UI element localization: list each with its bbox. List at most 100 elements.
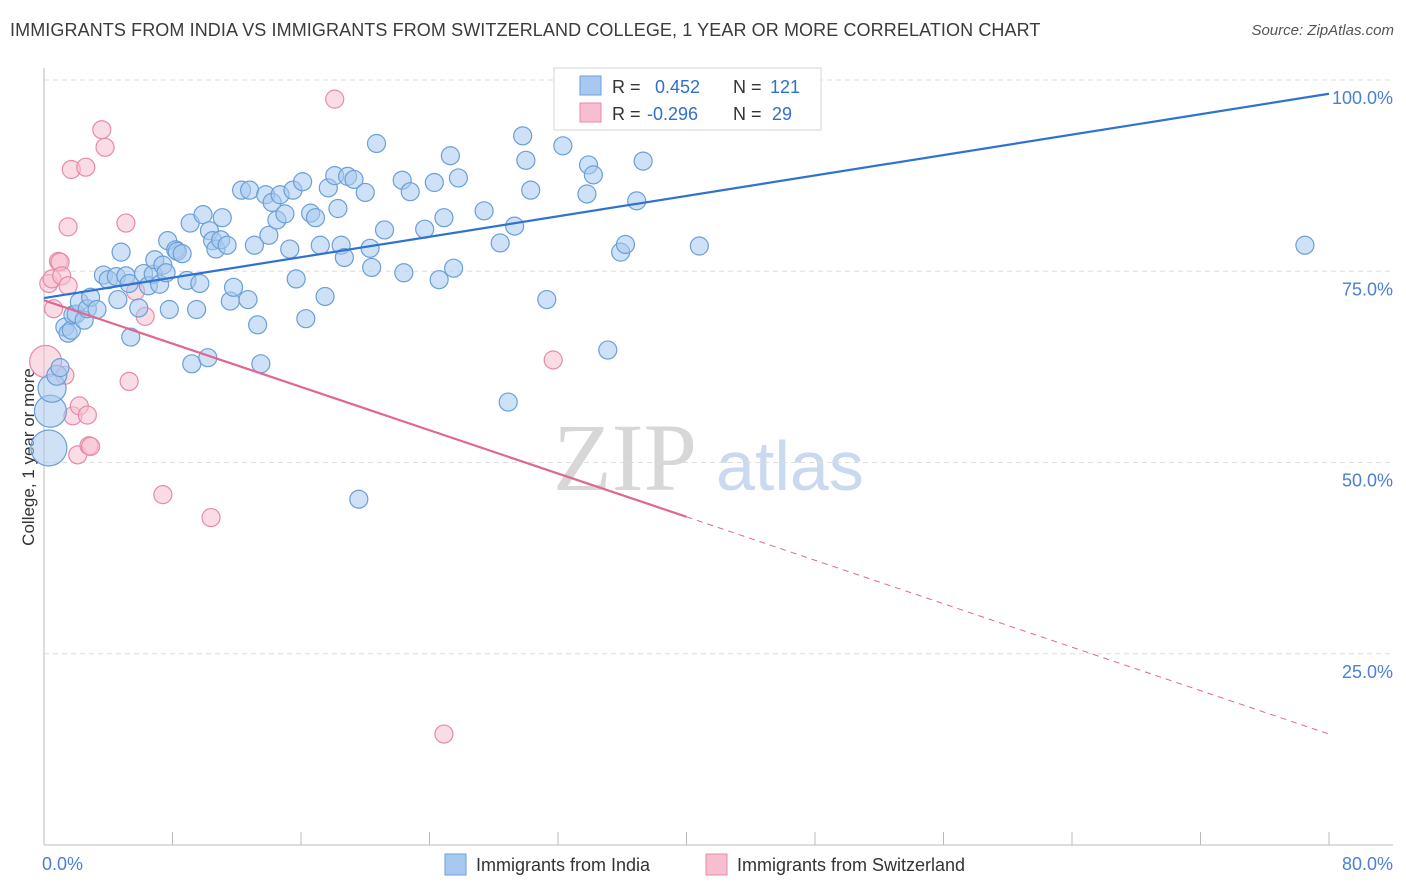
india-point-54	[244, 235, 265, 255]
swiss-point-17	[92, 120, 112, 140]
trend-lines	[43, 92, 1330, 735]
india-point-101	[521, 180, 541, 200]
india-point-103	[553, 136, 573, 156]
india-trend-line	[43, 92, 1330, 300]
y-tick-labels: 100.0% 75.0% 50.0% 25.0%	[1332, 88, 1393, 682]
india-point-55	[248, 315, 268, 335]
india-point-100	[516, 150, 536, 170]
india-point-66	[293, 172, 313, 192]
india-point-58	[259, 225, 279, 245]
x-tick-label-min: 0.0%	[42, 854, 83, 874]
india-point-92	[440, 146, 460, 166]
x-ticks	[172, 832, 1330, 845]
y-tick-label-75: 75.0%	[1342, 279, 1393, 299]
india-point-95	[474, 201, 494, 221]
india-point-80	[355, 182, 375, 203]
india-point-74	[328, 198, 348, 219]
legend-r-label-swiss: R =	[612, 104, 641, 124]
legend-n-label-india: N =	[733, 77, 762, 97]
watermark-zip: ZIP	[553, 404, 697, 511]
india-point-40	[190, 273, 210, 294]
india-point-65	[286, 269, 306, 289]
india-point-91	[434, 208, 454, 228]
india-point-97	[498, 392, 518, 412]
bottom-legend-label-swiss: Immigrants from Switzerland	[737, 855, 965, 875]
x-tick-label-max: 80.0%	[1342, 854, 1393, 874]
india-point-50	[223, 277, 244, 297]
india-point-87	[400, 182, 420, 202]
swiss-point-26	[434, 724, 454, 744]
india-point-89	[424, 172, 444, 193]
india-point-76	[334, 247, 354, 268]
india-point-104	[577, 184, 597, 204]
india-point-41	[193, 205, 213, 225]
chart-title: IMMIGRANTS FROM INDIA VS IMMIGRANTS FROM…	[10, 20, 1041, 40]
india-point-106	[583, 165, 603, 185]
india-point-82	[362, 257, 382, 278]
india-point-0	[30, 429, 68, 467]
stats-legend: R = 0.452 N = 121 R = -0.296 N = 29	[553, 67, 822, 131]
india-point-18	[108, 289, 128, 310]
india-point-113	[1295, 235, 1315, 255]
india-point-23	[129, 298, 149, 318]
india-point-78	[344, 169, 364, 190]
india-points	[30, 126, 1315, 509]
legend-swatch-india	[579, 75, 602, 96]
legend-n-label-swiss: N =	[733, 104, 762, 124]
swiss-point-28	[58, 217, 78, 237]
india-point-19	[111, 242, 131, 262]
legend-r-label-india: R =	[612, 77, 641, 97]
y-axis-label: College, 1 year or more	[19, 368, 38, 546]
india-point-102	[537, 289, 557, 310]
swiss-trend-line	[43, 299, 687, 518]
y-tick-label-50: 50.0%	[1342, 471, 1393, 491]
india-point-71	[315, 286, 335, 307]
source-credit: Source: ZipAtlas.com	[1251, 22, 1394, 39]
swiss-point-13	[76, 157, 96, 177]
india-point-98	[505, 216, 525, 236]
india-point-63	[280, 239, 300, 259]
india-point-110	[627, 191, 647, 211]
swiss-point-24	[201, 507, 221, 528]
watermark-atlas: atlas	[716, 427, 864, 505]
legend-swatch-swiss	[579, 102, 602, 123]
india-point-90	[429, 270, 449, 290]
india-point-96	[490, 233, 510, 253]
india-point-109	[615, 234, 636, 255]
india-point-107	[598, 340, 618, 360]
legend-n-value-swiss: 29	[772, 104, 792, 124]
india-point-69	[305, 208, 326, 228]
india-point-94	[448, 168, 469, 188]
swiss-point-18	[95, 137, 115, 157]
swiss-point-27	[543, 350, 563, 370]
india-point-48	[217, 235, 237, 255]
swiss-point-20	[119, 371, 139, 392]
swiss-point-25	[325, 89, 345, 109]
swiss-point-23	[153, 485, 173, 505]
swiss-trend-line-extension	[686, 516, 1330, 735]
india-point-52	[238, 289, 258, 310]
india-point-112	[689, 236, 709, 256]
legend-r-value-swiss: -0.296	[647, 104, 698, 124]
bottom-legend-swatch-india	[444, 853, 467, 876]
india-point-47	[212, 208, 232, 228]
india-point-79	[349, 489, 369, 509]
india-point-35	[172, 244, 192, 264]
bottom-legend-label-india: Immigrants from India	[476, 855, 651, 875]
legend-n-value-india: 121	[770, 77, 800, 97]
india-point-70	[310, 235, 330, 255]
series-legend: Immigrants from India Immigrants from Sw…	[444, 853, 965, 876]
india-point-84	[374, 220, 395, 240]
swiss-point-16	[80, 436, 101, 457]
india-point-38	[182, 354, 202, 374]
india-point-99	[513, 126, 533, 146]
india-point-32	[159, 299, 179, 320]
india-point-22	[121, 327, 141, 347]
india-point-4	[50, 358, 70, 378]
swiss-point-14	[77, 405, 97, 425]
swiss-point-19	[116, 213, 136, 233]
india-point-111	[633, 151, 653, 171]
y-tick-label-100: 100.0%	[1332, 88, 1393, 108]
india-point-83	[366, 133, 387, 154]
